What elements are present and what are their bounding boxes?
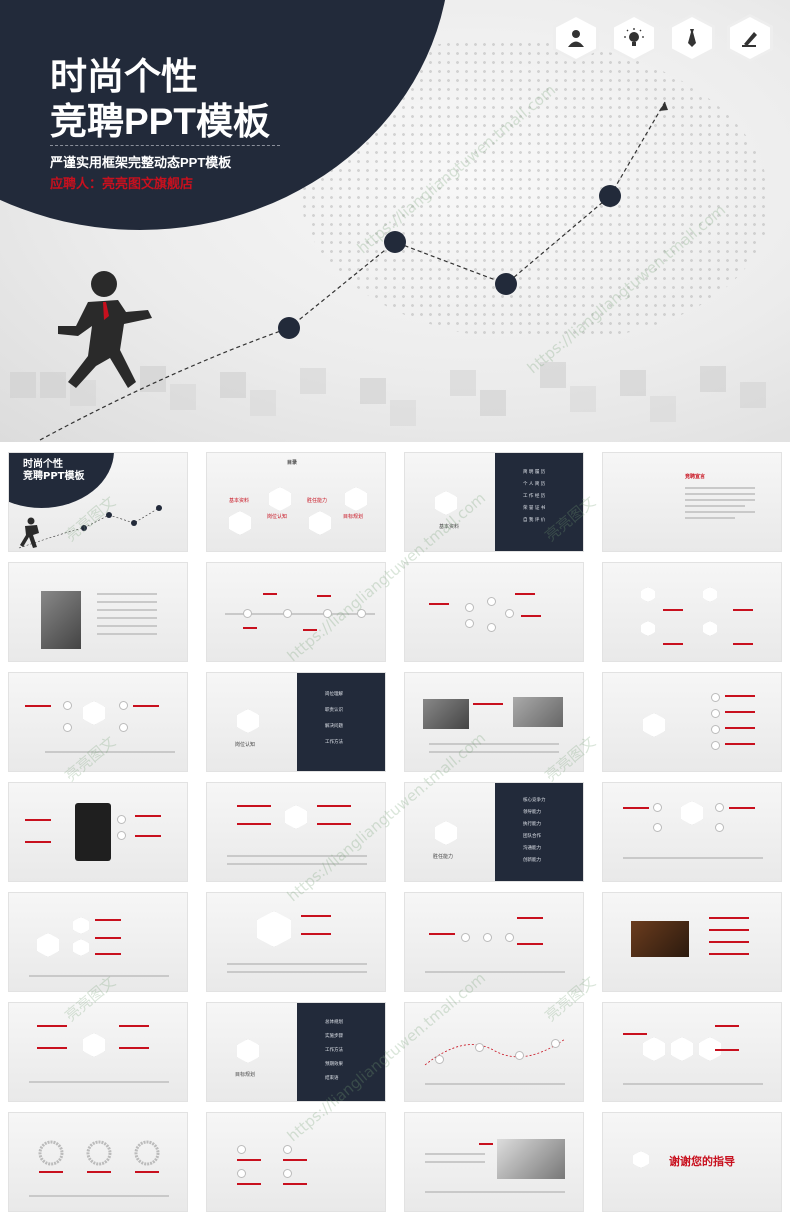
thumb-duties[interactable] bbox=[602, 672, 782, 772]
thumb-expected[interactable] bbox=[8, 1112, 188, 1212]
decorative-squares bbox=[0, 360, 790, 442]
hero-title-line2: 竞聘PPT模板 bbox=[50, 101, 270, 142]
thumb-toc[interactable]: 目录 基本资料 岗位认知 胜任能力 目标规划 bbox=[206, 452, 386, 552]
thumb-execution[interactable] bbox=[206, 892, 386, 992]
thumb-part2[interactable]: 岗位认知 岗位理解 职责认识 解决问题 工作方法 bbox=[206, 672, 386, 772]
thumb-understanding[interactable] bbox=[404, 672, 584, 772]
thumb-methods[interactable] bbox=[602, 1002, 782, 1102]
milestone-dot bbox=[384, 231, 406, 253]
growth-path bbox=[39, 101, 668, 441]
user-icon bbox=[553, 14, 599, 62]
thumb-closing[interactable] bbox=[404, 1112, 584, 1212]
thumb-honors[interactable] bbox=[602, 562, 782, 662]
thumb-thanks[interactable]: 谢谢您的指导 bbox=[602, 1112, 782, 1212]
pen-icon bbox=[727, 14, 773, 62]
thumb-tablet[interactable] bbox=[8, 782, 188, 882]
thumb-timeline[interactable] bbox=[206, 562, 386, 662]
thumb-experience[interactable] bbox=[404, 562, 584, 662]
thumb-intro[interactable]: 竞聘宣言 bbox=[602, 452, 782, 552]
thumb-profile[interactable] bbox=[8, 562, 188, 662]
tie-icon bbox=[669, 14, 715, 62]
thumb-leadership[interactable] bbox=[8, 892, 188, 992]
hero-slide: 时尚个性 竞聘PPT模板 严谨实用框架完整动态PPT模板 应聘人：亮亮图文旗舰店 bbox=[0, 0, 790, 442]
milestone-dot bbox=[278, 317, 300, 339]
hero-author: 应聘人：亮亮图文旗舰店 bbox=[50, 176, 194, 191]
thumb-problems[interactable] bbox=[206, 782, 386, 882]
title-divider bbox=[50, 145, 280, 146]
milestone-dot bbox=[599, 185, 621, 207]
thumb-steps[interactable] bbox=[404, 1002, 584, 1102]
thumb-teamwork[interactable] bbox=[404, 892, 584, 992]
milestone-dot bbox=[495, 273, 517, 295]
hero-title-line1: 时尚个性 bbox=[50, 56, 198, 97]
lightbulb-icon bbox=[611, 14, 657, 62]
thumb-cover[interactable]: 时尚个性 竞聘PPT模板 bbox=[8, 452, 188, 552]
thumb-part1[interactable]: 基本资料 简 明 履 历 个 人 简 历 工 作 经 历 荣 誉 证 书 自 我… bbox=[404, 452, 584, 552]
hero-subtitle: 严谨实用框架完整动态PPT模板 bbox=[50, 155, 232, 170]
thumb-self-eval[interactable] bbox=[8, 672, 188, 772]
thumb-part3[interactable]: 胜任能力 核心竞争力 领导能力 执行能力 团队合作 沟通能力 创新能力 bbox=[404, 782, 584, 882]
hero-icon-row bbox=[553, 14, 773, 62]
thumb-communication[interactable] bbox=[602, 892, 782, 992]
thumb-innovation[interactable] bbox=[8, 1002, 188, 1102]
runner-figure bbox=[58, 271, 152, 388]
thumb-part4[interactable]: 目标规划 总体规划 实施步骤 工作方法 预期效果 结束语 bbox=[206, 1002, 386, 1102]
thumb-core-competence[interactable] bbox=[602, 782, 782, 882]
thumb-plan-icons[interactable] bbox=[206, 1112, 386, 1212]
